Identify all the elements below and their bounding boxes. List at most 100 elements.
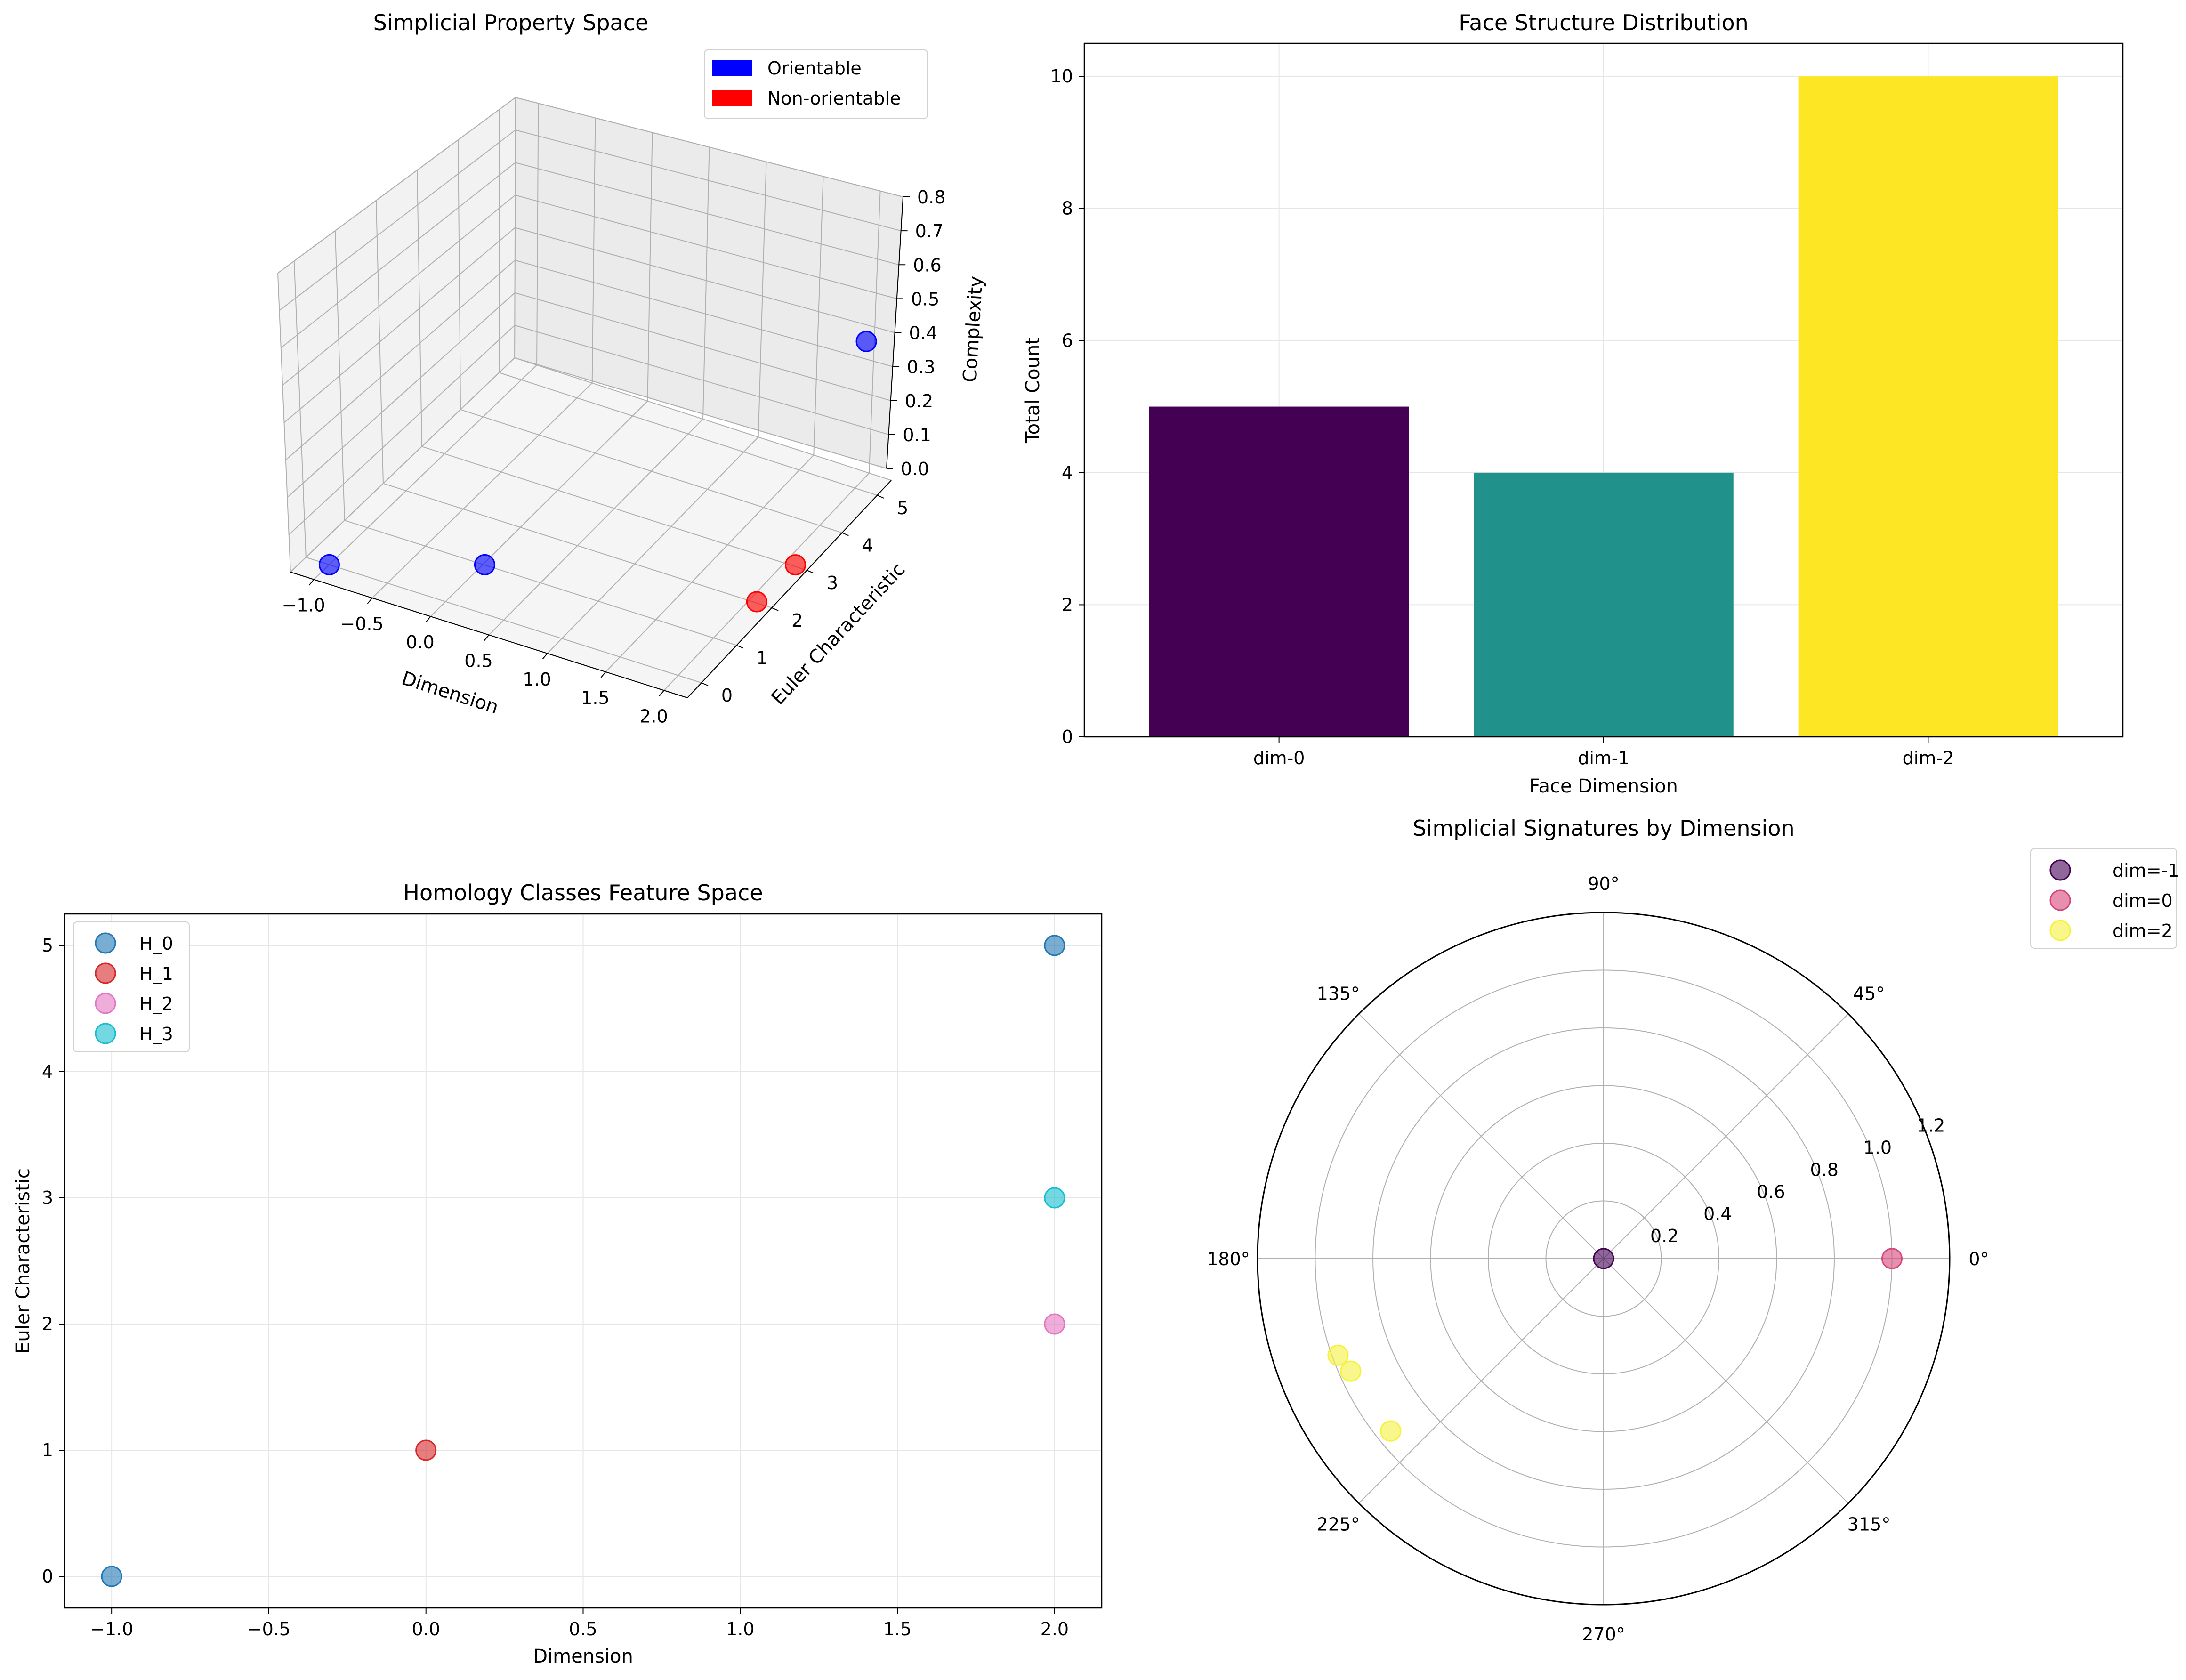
angle-tick-label: 315° bbox=[1847, 1514, 1891, 1535]
data-point bbox=[474, 554, 495, 575]
y-tick bbox=[771, 607, 779, 611]
y-tick-label: 0 bbox=[42, 1566, 53, 1587]
z-gridline-left bbox=[282, 194, 516, 386]
y-tick bbox=[842, 532, 849, 536]
x-tick-label: 1.5 bbox=[883, 1619, 912, 1640]
data-point bbox=[784, 554, 806, 576]
r-tick-label: 0.4 bbox=[1703, 1203, 1732, 1224]
legend-swatch bbox=[712, 60, 752, 76]
z-tick-label: 0.7 bbox=[915, 221, 944, 242]
x-gridline-back bbox=[813, 176, 824, 455]
y-axis-label: Total Count bbox=[1022, 337, 1044, 444]
legend-marker bbox=[95, 1023, 116, 1044]
angle-tick-label: 225° bbox=[1317, 1514, 1360, 1535]
x-tick bbox=[600, 671, 606, 678]
y-tick-label: 3 bbox=[42, 1187, 53, 1208]
y-tick-label: 8 bbox=[1062, 198, 1073, 219]
z-tick-label: 0.1 bbox=[903, 425, 931, 445]
y-gridline bbox=[421, 446, 807, 571]
y-tick-label: 6 bbox=[1062, 330, 1073, 351]
z-gridline bbox=[515, 129, 901, 232]
y-tick-label: 1 bbox=[757, 647, 768, 668]
z-tick-label: 0.0 bbox=[901, 459, 929, 479]
x-gridline bbox=[430, 401, 648, 617]
x-gridline bbox=[663, 473, 870, 691]
x-gridline-back bbox=[591, 118, 596, 383]
y-tick-label: 2 bbox=[1062, 594, 1073, 615]
y-tick-label: 4 bbox=[862, 535, 873, 556]
simplicial-signatures-panel: 0.2 0.4 0.6 0.8 1.0 1.2 0° 45° 90° 135° 180° 225° 27… bbox=[1207, 816, 2179, 1645]
angle-tick-label: 90° bbox=[1588, 873, 1619, 894]
chart-title: Simplicial Signatures by Dimension bbox=[1412, 816, 1794, 841]
x-tick-label: dim-1 bbox=[1578, 748, 1629, 768]
y-tick-label: 5 bbox=[42, 935, 53, 956]
z-tick-label: 0.8 bbox=[917, 187, 945, 208]
x-tick bbox=[659, 690, 665, 696]
plot-frame bbox=[64, 913, 1103, 1609]
angle-tick-label: 270° bbox=[1582, 1624, 1625, 1645]
chart-title: Face Structure Distribution bbox=[1459, 10, 1749, 35]
x-tick-label: dim-0 bbox=[1253, 748, 1305, 768]
y-tick-label: 2 bbox=[791, 610, 803, 631]
legend-swatch bbox=[712, 90, 752, 106]
z-gridline-left bbox=[283, 227, 516, 423]
bar bbox=[1798, 76, 2058, 737]
x-axis-label: Face Dimension bbox=[1529, 775, 1678, 797]
y-tick-label: 10 bbox=[1050, 66, 1073, 87]
z-gridline bbox=[515, 227, 895, 333]
x-gridline bbox=[371, 382, 593, 598]
z-gridline-left bbox=[281, 162, 516, 348]
y-tick-label: 4 bbox=[42, 1061, 53, 1082]
angle-tick-label: 135° bbox=[1317, 983, 1360, 1004]
bar bbox=[1149, 406, 1409, 737]
x-tick bbox=[484, 634, 490, 641]
z-tick-label: 0.2 bbox=[905, 391, 933, 412]
x-tick-label: 2.0 bbox=[639, 706, 668, 727]
angular-gridline bbox=[1603, 1258, 1849, 1504]
data-point bbox=[855, 331, 877, 352]
legend-label: Orientable bbox=[767, 58, 862, 79]
legend-marker bbox=[2049, 889, 2071, 911]
z-gridline-left bbox=[279, 129, 516, 311]
x-tick-label: 0.5 bbox=[569, 1619, 597, 1640]
z-gridline-left bbox=[285, 259, 516, 460]
x-gridline bbox=[488, 419, 703, 636]
angle-tick-label: 180° bbox=[1207, 1249, 1250, 1269]
z-tick-label: 0.4 bbox=[909, 323, 937, 344]
x-tick-label: −1.0 bbox=[282, 595, 325, 616]
z-gridline bbox=[514, 357, 887, 469]
data-point bbox=[1044, 1313, 1065, 1335]
bar bbox=[1474, 472, 1734, 737]
chart-title: Simplicial Property Space bbox=[373, 10, 649, 35]
y-tick-label: 0 bbox=[1062, 727, 1073, 747]
legend: Orientable Non-orientable bbox=[704, 49, 928, 119]
r-tick-label: 0.2 bbox=[1650, 1226, 1678, 1246]
data-point bbox=[1380, 1420, 1402, 1442]
z-tick-label: 0.5 bbox=[911, 289, 939, 309]
z-gridline bbox=[515, 97, 903, 197]
r-tick-label: 0.8 bbox=[1810, 1159, 1838, 1180]
y-gridline bbox=[383, 483, 772, 608]
r-tick-label: 1.2 bbox=[1917, 1115, 1945, 1136]
x-tick-label: 1.0 bbox=[726, 1619, 754, 1640]
y-gridline bbox=[460, 409, 842, 533]
legend-frame bbox=[73, 921, 190, 1052]
data-point bbox=[318, 554, 340, 575]
x-axis-label: Dimension bbox=[399, 668, 501, 719]
data-point bbox=[415, 1439, 437, 1461]
z-gridline bbox=[515, 259, 893, 367]
x-tick-label: dim-2 bbox=[1903, 748, 1954, 768]
data-point bbox=[1044, 1187, 1065, 1209]
z-axis-label: Complexity bbox=[959, 275, 987, 383]
data-point bbox=[1327, 1344, 1349, 1366]
x-tick-label: 2.0 bbox=[1041, 1619, 1069, 1640]
y-tick bbox=[807, 570, 814, 574]
z-gridline-left bbox=[277, 97, 516, 274]
legend-label: dim=-1 bbox=[2113, 860, 2179, 881]
angular-gridline bbox=[1358, 1013, 1604, 1259]
x-tick-label: −1.0 bbox=[90, 1619, 133, 1640]
legend-frame bbox=[704, 49, 928, 119]
data-point bbox=[746, 591, 767, 613]
y-tick-label: 1 bbox=[42, 1440, 53, 1461]
x-tick-label: 1.0 bbox=[523, 669, 551, 690]
